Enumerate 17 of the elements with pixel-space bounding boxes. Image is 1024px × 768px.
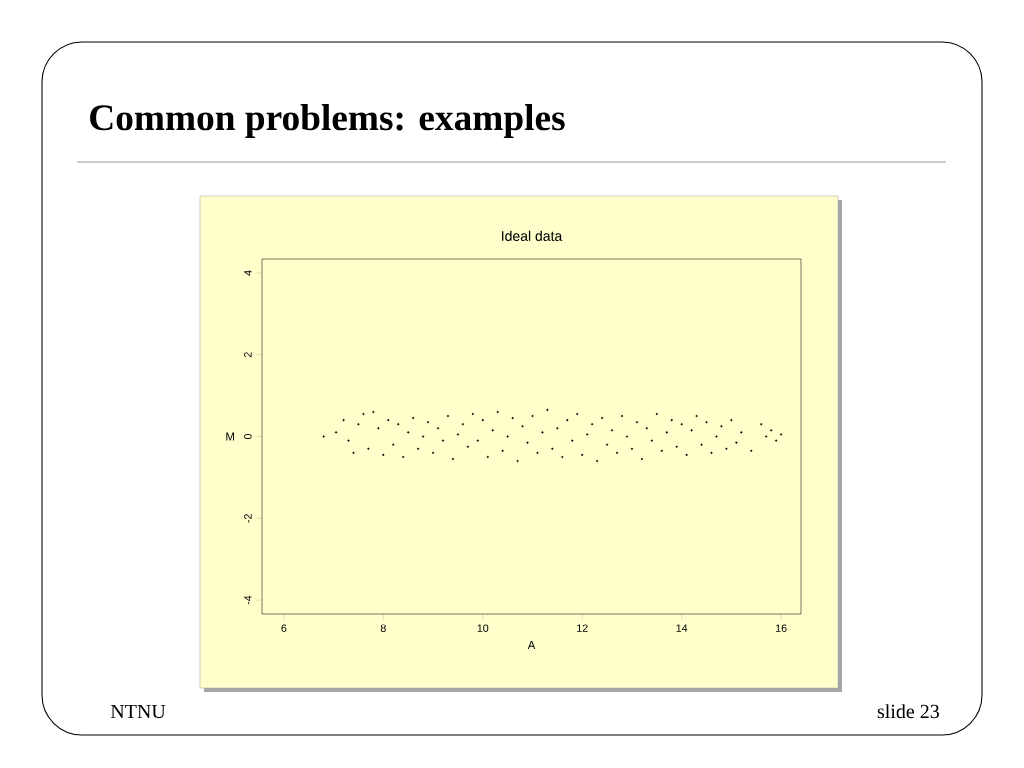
y-tick-label: -4	[244, 595, 252, 605]
x-tick-label: 16	[776, 624, 787, 632]
text: slide 23	[877, 704, 939, 719]
y-axis-title: M	[226, 432, 234, 441]
y-tick-label: 4	[244, 270, 252, 276]
y-tick-label: 0	[244, 433, 252, 440]
text: NTNU	[110, 704, 166, 719]
x-tick-label: 6	[281, 624, 287, 632]
x-tick-label: 14	[676, 624, 688, 632]
x-tick-label: 10	[477, 624, 489, 632]
y-tick-label: 2	[244, 352, 252, 358]
y-tick-label: -2	[244, 514, 252, 523]
x-tick-label: 8	[380, 624, 386, 632]
chart-title: Common problems: examples	[90, 104, 565, 138]
x-axis-title: A	[527, 641, 536, 649]
chart-subtitle: Ideal data	[502, 230, 563, 241]
x-tick-label: 12	[577, 624, 588, 632]
